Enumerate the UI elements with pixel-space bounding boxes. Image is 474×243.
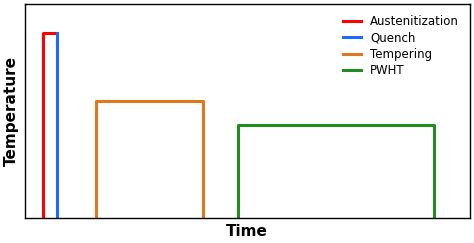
- Austenitization: [54, 32, 60, 35]
- Tempering: [200, 100, 206, 103]
- PWHT: [236, 123, 241, 126]
- PWHT: [236, 217, 241, 220]
- Austenitization: [40, 32, 46, 35]
- Austenitization: [40, 217, 46, 220]
- Line: Austenitization: Austenitization: [43, 33, 57, 218]
- Line: Tempering: Tempering: [96, 102, 203, 218]
- Tempering: [93, 217, 99, 220]
- PWHT: [431, 217, 437, 220]
- Tempering: [93, 100, 99, 103]
- PWHT: [431, 123, 437, 126]
- Tempering: [200, 217, 206, 220]
- Legend: Austenitization, Quench, Tempering, PWHT: Austenitization, Quench, Tempering, PWHT: [338, 10, 464, 82]
- X-axis label: Time: Time: [227, 224, 268, 239]
- Y-axis label: Temperature: Temperature: [4, 56, 19, 166]
- Line: PWHT: PWHT: [238, 125, 434, 218]
